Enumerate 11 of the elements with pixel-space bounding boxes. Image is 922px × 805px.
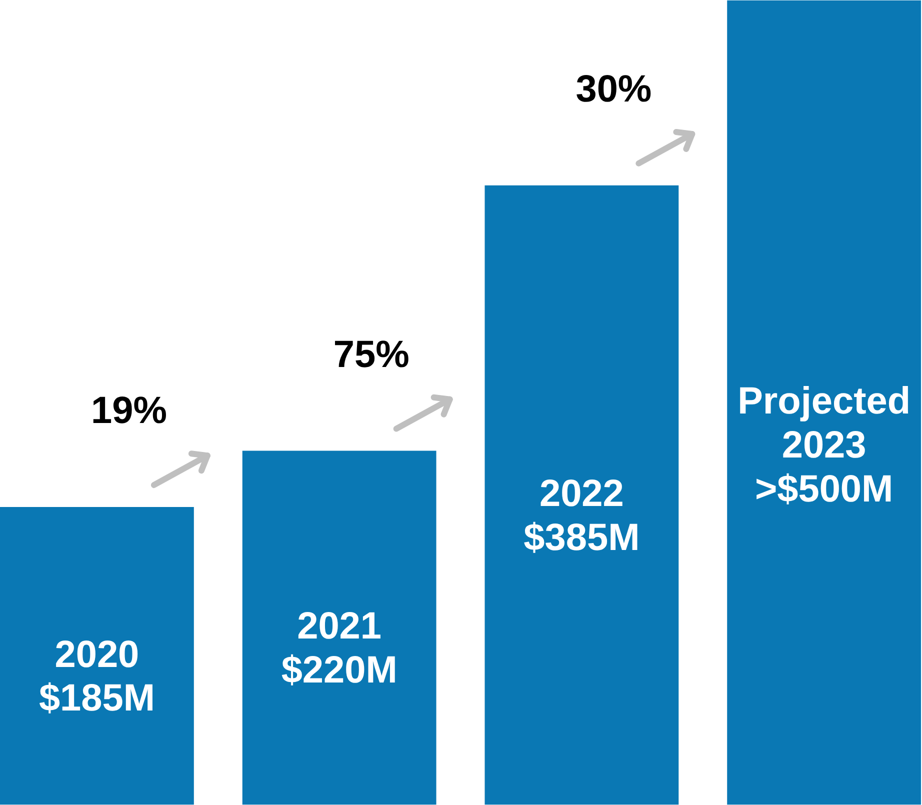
data-label: $385M xyxy=(524,516,640,559)
x-tick-label: 2022 xyxy=(539,472,624,515)
x-tick-label: 2021 xyxy=(297,606,382,648)
x-tick-label: Projected 2023 xyxy=(738,380,910,466)
data-label: $185M xyxy=(38,678,155,720)
data-label: >$500M xyxy=(754,468,894,510)
annotation: 30% xyxy=(576,68,652,110)
x-tick-label: 2020 xyxy=(54,634,140,676)
annotation: 75% xyxy=(333,334,410,376)
data-label: $220M xyxy=(281,650,398,692)
annotation: 19% xyxy=(90,390,167,432)
